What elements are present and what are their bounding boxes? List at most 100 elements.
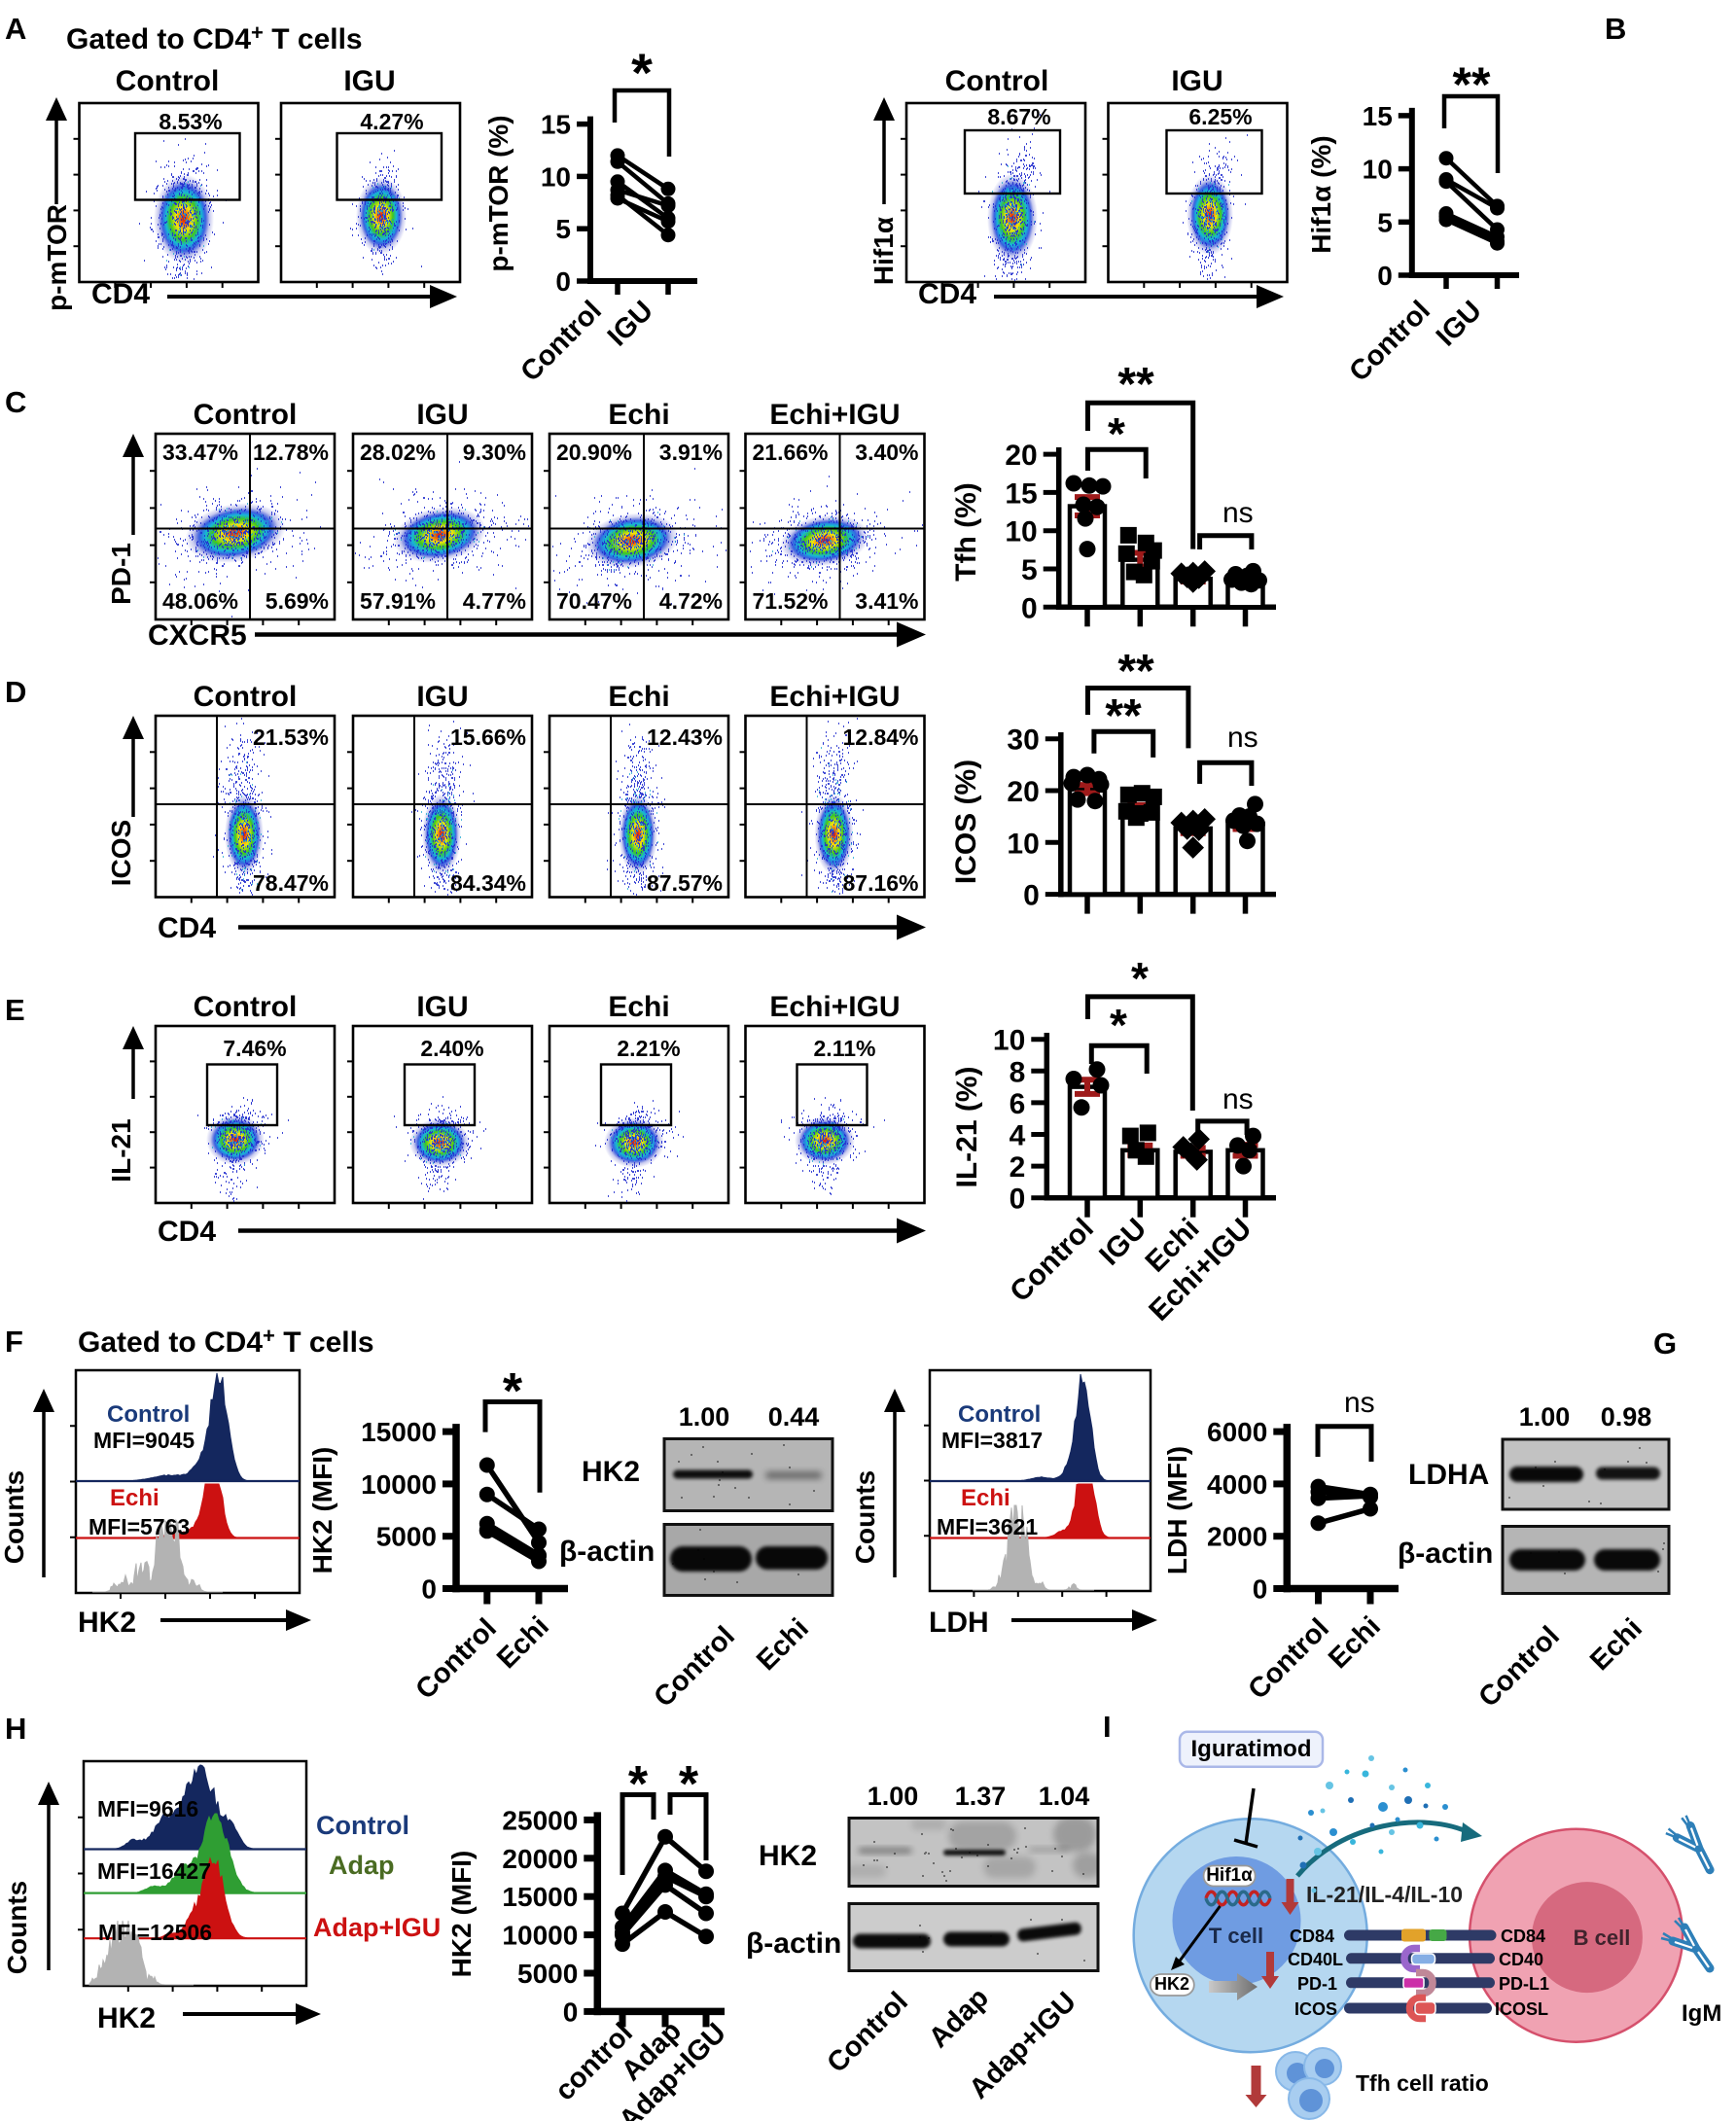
svg-text:30: 30: [1007, 725, 1039, 757]
svg-text:ns: ns: [1222, 497, 1254, 529]
svg-text:β-actin: β-actin: [559, 1536, 655, 1568]
svg-text:IL-21 (%): IL-21 (%): [951, 1066, 983, 1187]
svg-text:CD84: CD84: [1501, 1927, 1545, 1946]
svg-text:Control: Control: [107, 1401, 190, 1428]
svg-text:D: D: [5, 675, 26, 709]
svg-text:Echi+IGU: Echi+IGU: [769, 681, 900, 713]
svg-text:6: 6: [1010, 1088, 1026, 1120]
svg-text:15: 15: [1005, 477, 1037, 510]
svg-text:1.00: 1.00: [868, 1782, 919, 1811]
svg-text:IL-21/IL-4/IL-10: IL-21/IL-4/IL-10: [1306, 1882, 1463, 1907]
svg-text:Control: Control: [194, 399, 298, 431]
svg-text:0: 0: [1253, 1574, 1268, 1605]
svg-text:MFI=3621: MFI=3621: [937, 1514, 1038, 1539]
svg-text:HK2: HK2: [582, 1456, 640, 1488]
svg-text:ns: ns: [1222, 1083, 1254, 1115]
svg-text:6000: 6000: [1207, 1417, 1267, 1447]
svg-text:0: 0: [1377, 261, 1393, 291]
svg-text:H: H: [5, 1712, 26, 1746]
svg-text:5: 5: [555, 214, 571, 244]
svg-text:MFI=3817: MFI=3817: [941, 1428, 1043, 1453]
svg-text:IGU: IGU: [416, 399, 468, 431]
svg-text:ICOSL: ICOSL: [1495, 1999, 1548, 2019]
svg-text:ns: ns: [1344, 1387, 1375, 1419]
svg-text:β-actin: β-actin: [1398, 1538, 1493, 1570]
svg-text:CD84: CD84: [1290, 1927, 1334, 1946]
svg-text:3.91%: 3.91%: [659, 440, 723, 465]
svg-text:CD4: CD4: [91, 278, 150, 310]
svg-text:Control: Control: [194, 991, 298, 1023]
svg-text:8.67%: 8.67%: [987, 104, 1050, 129]
svg-text:MFI=5763: MFI=5763: [89, 1514, 190, 1539]
svg-text:A: A: [5, 12, 26, 46]
svg-text:87.16%: 87.16%: [842, 870, 918, 896]
svg-text:10: 10: [1005, 516, 1037, 548]
svg-text:ICOS (%): ICOS (%): [950, 760, 982, 884]
svg-text:4.77%: 4.77%: [463, 588, 526, 614]
svg-text:Counts: Counts: [2, 1881, 32, 1974]
svg-text:Control: Control: [958, 1401, 1041, 1428]
svg-text:20.90%: 20.90%: [556, 440, 632, 465]
svg-text:2.21%: 2.21%: [617, 1036, 680, 1061]
svg-text:1.37: 1.37: [955, 1782, 1007, 1811]
svg-text:PD-1: PD-1: [106, 543, 136, 605]
svg-text:0: 0: [1023, 880, 1040, 912]
svg-text:57.91%: 57.91%: [360, 588, 436, 614]
svg-text:p-mTOR (%): p-mTOR (%): [483, 115, 514, 271]
svg-text:10: 10: [1363, 155, 1393, 185]
svg-text:IGU: IGU: [1171, 65, 1222, 97]
svg-text:Tfh (%): Tfh (%): [950, 482, 982, 582]
svg-text:B: B: [1605, 12, 1626, 46]
svg-text:HK2: HK2: [97, 2002, 156, 2034]
svg-text:2: 2: [1010, 1151, 1026, 1184]
svg-text:1.00: 1.00: [1519, 1402, 1571, 1432]
svg-text:33.47%: 33.47%: [162, 440, 238, 465]
svg-text:ns: ns: [1227, 722, 1258, 754]
svg-text:E: E: [5, 993, 25, 1027]
svg-text:2.11%: 2.11%: [814, 1036, 876, 1061]
svg-text:Hif1α: Hif1α: [868, 217, 899, 285]
svg-text:Echi: Echi: [961, 1485, 1010, 1511]
svg-text:IgM: IgM: [1682, 2000, 1721, 2027]
svg-text:*: *: [631, 42, 653, 103]
svg-text:21.53%: 21.53%: [253, 725, 329, 750]
svg-text:HK2: HK2: [1154, 1974, 1189, 1994]
svg-text:71.52%: 71.52%: [753, 588, 829, 614]
svg-text:5000: 5000: [376, 1522, 437, 1552]
svg-text:1.04: 1.04: [1039, 1782, 1090, 1811]
svg-text:10: 10: [993, 1025, 1025, 1057]
svg-text:CD4: CD4: [918, 278, 976, 310]
svg-text:Echi+IGU: Echi+IGU: [769, 991, 900, 1023]
svg-text:Control: Control: [945, 65, 1049, 97]
svg-text:Counts: Counts: [850, 1470, 880, 1564]
svg-text:2.40%: 2.40%: [420, 1036, 483, 1061]
svg-text:Gated to CD4+ T cells: Gated to CD4+ T cells: [66, 20, 363, 55]
svg-text:15: 15: [1363, 101, 1393, 131]
svg-text:87.57%: 87.57%: [647, 870, 723, 896]
svg-text:T cell: T cell: [1209, 1924, 1263, 1948]
svg-text:HK2 (MFI): HK2 (MFI): [307, 1447, 337, 1574]
svg-text:IL-21: IL-21: [106, 1118, 136, 1182]
svg-text:5.69%: 5.69%: [266, 588, 329, 614]
svg-text:Iguratimod: Iguratimod: [1191, 1736, 1312, 1762]
svg-text:CD40L: CD40L: [1288, 1950, 1343, 1969]
svg-text:0.98: 0.98: [1601, 1402, 1652, 1432]
svg-text:2000: 2000: [1207, 1522, 1267, 1552]
svg-text:Echi: Echi: [110, 1485, 159, 1511]
svg-text:0: 0: [1021, 592, 1038, 624]
svg-text:12.84%: 12.84%: [842, 725, 918, 750]
svg-text:Adap: Adap: [329, 1851, 395, 1880]
svg-text:ICOS: ICOS: [106, 820, 136, 886]
svg-text:15.66%: 15.66%: [450, 725, 526, 750]
svg-text:MFI=16427: MFI=16427: [97, 1858, 211, 1884]
svg-text:β-actin: β-actin: [746, 1927, 841, 1960]
svg-text:21.66%: 21.66%: [753, 440, 829, 465]
svg-text:Echi+IGU: Echi+IGU: [769, 399, 900, 431]
svg-text:0: 0: [421, 1574, 437, 1605]
svg-text:PD-L1: PD-L1: [1499, 1974, 1549, 1994]
svg-text:C: C: [5, 385, 26, 419]
svg-text:F: F: [5, 1325, 23, 1359]
svg-text:HK2: HK2: [759, 1840, 817, 1872]
svg-text:Adap+IGU: Adap+IGU: [313, 1913, 441, 1942]
svg-text:70.47%: 70.47%: [556, 588, 632, 614]
